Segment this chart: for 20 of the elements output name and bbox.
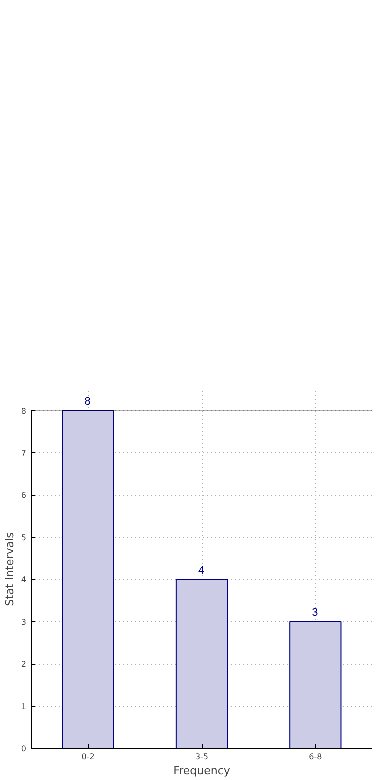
bar — [176, 579, 228, 748]
x-tick-label: 3-5 — [195, 752, 209, 762]
y-tick-label: 3 — [21, 618, 27, 627]
bar — [290, 621, 342, 748]
y-axis-title: Stat Intervals — [3, 532, 16, 606]
bar — [62, 410, 114, 748]
y-tick-label: 2 — [21, 660, 27, 670]
y-tick-label: 6 — [21, 491, 27, 500]
y-tick-label: 7 — [21, 448, 27, 458]
x-tick-label: 6-8 — [309, 752, 322, 762]
data-label: 4 — [198, 565, 205, 578]
x-tick-label: 0-2 — [82, 752, 95, 762]
y-tick-label: 1 — [21, 702, 27, 712]
y-tick-label: 5 — [21, 533, 27, 542]
x-axis-title: Frequency — [174, 764, 231, 778]
y-tick-label: 4 — [21, 576, 27, 585]
y-tick-label: 0 — [21, 744, 27, 754]
y-tick-label: 8 — [21, 406, 27, 416]
data-label: 3 — [312, 607, 318, 620]
data-label: 8 — [84, 396, 91, 408]
